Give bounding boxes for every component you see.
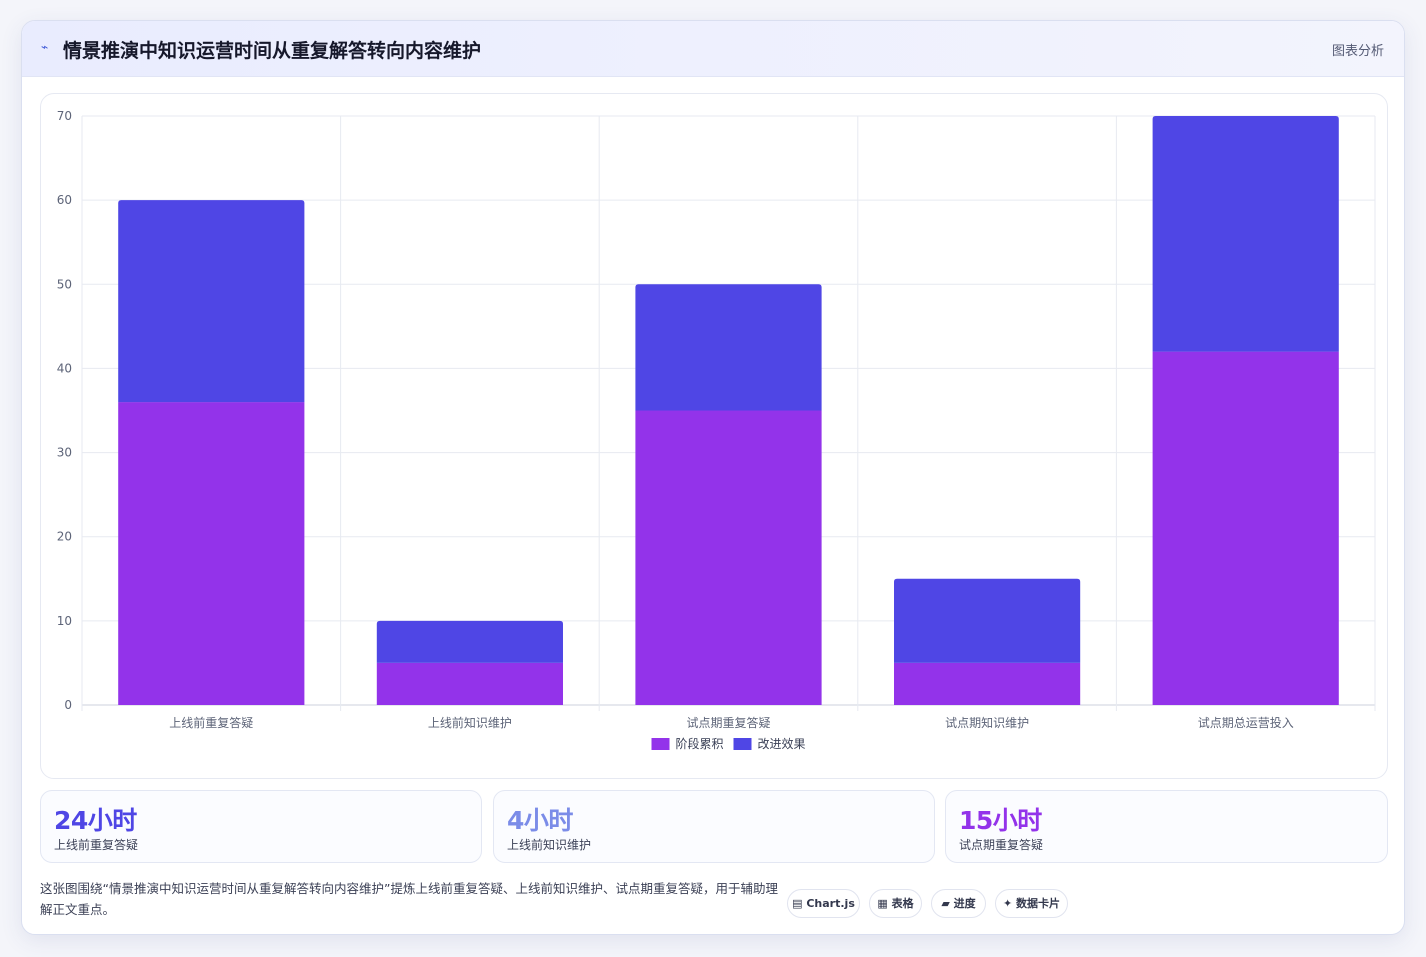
y-tick-label: 10: [57, 614, 72, 628]
x-tick-label: 上线前知识维护: [428, 715, 512, 730]
y-tick-label: 70: [57, 109, 72, 123]
y-tick-label: 0: [64, 698, 72, 712]
stat-value-1: 24小时: [54, 806, 137, 835]
progress-icon: ▰: [941, 897, 950, 910]
stat-value-2: 4小时: [507, 806, 573, 835]
pill-table[interactable]: ▦ 表格: [869, 889, 922, 918]
bar-segment: [118, 402, 305, 705]
y-tick-label: 30: [57, 446, 72, 460]
stat-label-3: 试点期重复答疑: [959, 838, 1044, 852]
bar-segment: [376, 620, 563, 663]
y-tick-label: 40: [57, 361, 72, 375]
y-tick-label: 20: [57, 530, 72, 544]
trend-icon: ⌁: [41, 40, 49, 54]
bar-segment: [118, 200, 305, 403]
stat-label-1: 上线前重复答疑: [54, 838, 139, 852]
pill-chartjs[interactable]: ▤ Chart.js: [787, 889, 860, 918]
pill-progress[interactable]: ▰ 进度: [931, 889, 986, 918]
sparkle-icon: ✦: [1002, 897, 1013, 910]
x-tick-label: 试点期总运营投入: [1198, 715, 1294, 730]
stacked-bar-chart: 0 10 20 30 40 50 60 70 上线前重复答疑 上线前知识维护 试点期重复答疑 试点期知…: [57, 109, 1376, 751]
legend-label: 阶段累积: [676, 736, 724, 751]
chart-card: 0 10 20 30 40 50 60 70 上线前重复答疑 上线前知识维护 试点期重复答疑 试点期知…: [40, 93, 1388, 779]
x-tick-label: 试点期重复答疑: [686, 715, 770, 730]
stat-card-2: 4小时 上线前知识维护: [493, 790, 935, 863]
bar-segment: [635, 410, 822, 705]
panel-header: ⌁ 情景推演中知识运营时间从重复解答转向内容维护 图表分析: [22, 21, 1404, 77]
pill-label: 进度: [953, 897, 976, 910]
pill-label: 数据卡片: [1016, 897, 1061, 910]
page-title: 情景推演中知识运营时间从重复解答转向内容维护: [63, 40, 482, 62]
y-tick-label: 60: [57, 193, 72, 207]
legend-label: 改进效果: [758, 736, 806, 751]
bar-segment: [635, 284, 822, 411]
legend-swatch: [733, 738, 752, 750]
bar-segment: [894, 578, 1081, 663]
stat-label-2: 上线前知识维护: [507, 838, 592, 852]
chart-panel: ⌁ 情景推演中知识运营时间从重复解答转向内容维护 图表分析 0 10 20 30 40 5…: [21, 20, 1405, 935]
stat-card-1: 24小时 上线前重复答疑: [40, 790, 482, 863]
pill-label: Chart.js: [806, 897, 855, 910]
bar-segment: [894, 662, 1081, 705]
bar-segment: [376, 662, 563, 705]
pill-label: 表格: [891, 897, 914, 910]
pill-data-cards[interactable]: ✦ 数据卡片: [995, 889, 1068, 918]
chart-icon: ▤: [792, 897, 803, 910]
stat-card-3: 15小时 试点期重复答疑: [945, 790, 1388, 863]
bar-segment: [1152, 116, 1339, 352]
bar-segment: [1152, 351, 1339, 705]
chart-description: 这张图围绕“情景推演中知识运营时间从重复解答转向内容维护”提炼上线前重复答疑、上…: [40, 881, 778, 917]
x-tick-label: 上线前重复答疑: [169, 715, 253, 730]
y-tick-label: 50: [57, 277, 72, 291]
stat-value-3: 15小时: [959, 806, 1042, 835]
table-icon: ▦: [877, 897, 888, 910]
legend-swatch: [651, 738, 670, 750]
x-tick-label: 试点期知识维护: [945, 715, 1029, 730]
chart-analysis-tag: 图表分析: [1331, 44, 1384, 59]
